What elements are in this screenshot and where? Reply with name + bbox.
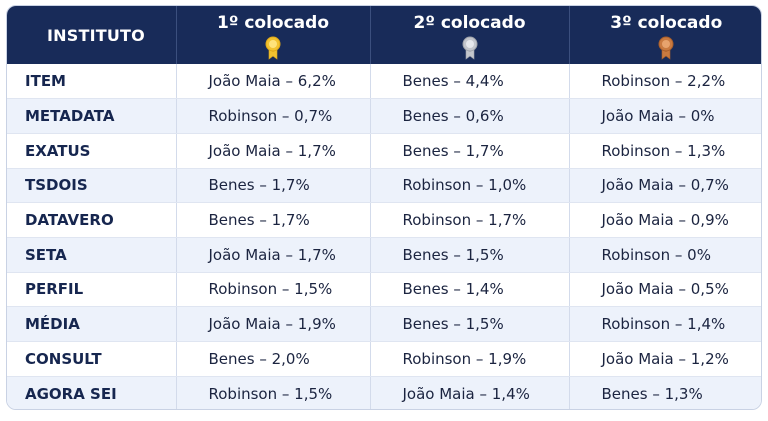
table-row: DATAVERO Benes – 1,7% Robinson – 1,7% Jo… [7,202,761,238]
table-row: EXATUS João Maia – 1,7% Benes – 1,7% Rob… [7,133,761,169]
table-row: MÉDIA João Maia – 1,9% Benes – 1,5% Robi… [7,306,761,342]
third-place-cell: Robinson – 0% [569,237,761,273]
header-institute: INSTITUTO [7,6,177,64]
institute-name: AGORA SEI [7,376,177,409]
first-place-cell: Robinson – 0,7% [176,98,371,134]
table-row: AGORA SEI Robinson – 1,5% João Maia – 1,… [7,376,761,409]
header-third-place: 3º colocado [569,6,761,64]
first-place-cell: Benes – 1,7% [176,168,371,204]
second-place-cell: Robinson – 1,7% [370,202,570,238]
institute-name: SETA [7,237,177,273]
bronze-medal-icon [658,36,674,60]
institute-name: CONSULT [7,341,177,377]
header-third-place-label: 3º colocado [610,12,723,33]
table-row: SETA João Maia – 1,7% Benes – 1,5% Robin… [7,237,761,273]
third-place-cell: Robinson – 2,2% [569,64,761,100]
third-place-cell: João Maia – 0,5% [569,272,761,308]
second-place-cell: João Maia – 1,4% [370,376,570,409]
gold-medal-icon [265,36,281,60]
second-place-cell: Benes – 0,6% [370,98,570,134]
institute-name: TSDOIS [7,168,177,204]
institute-name: PERFIL [7,272,177,308]
second-place-cell: Robinson – 1,9% [370,341,570,377]
third-place-cell: João Maia – 0,7% [569,168,761,204]
first-place-cell: João Maia – 1,7% [176,237,371,273]
third-place-cell: Robinson – 1,4% [569,306,761,342]
institute-name: EXATUS [7,133,177,169]
header-second-place: 2º colocado [370,6,570,64]
institute-name: ITEM [7,64,177,100]
table-row: METADATA Robinson – 0,7% Benes – 0,6% Jo… [7,98,761,134]
header-second-place-label: 2º colocado [413,12,526,33]
first-place-cell: Robinson – 1,5% [176,376,371,409]
ranking-table-container: INSTITUTO 1º colocado 2º colocado [6,5,762,410]
first-place-cell: João Maia – 1,9% [176,306,371,342]
header-first-place: 1º colocado [176,6,371,64]
table-row: CONSULT Benes – 2,0% Robinson – 1,9% Joã… [7,341,761,377]
third-place-cell: João Maia – 0% [569,98,761,134]
second-place-cell: Benes – 1,5% [370,237,570,273]
first-place-cell: João Maia – 6,2% [176,64,371,100]
second-place-cell: Benes – 1,7% [370,133,570,169]
institute-name: MÉDIA [7,306,177,342]
third-place-cell: João Maia – 1,2% [569,341,761,377]
second-place-cell: Benes – 4,4% [370,64,570,100]
table-row: TSDOIS Benes – 1,7% Robinson – 1,0% João… [7,168,761,204]
second-place-cell: Robinson – 1,0% [370,168,570,204]
institute-name: DATAVERO [7,202,177,238]
first-place-cell: Benes – 2,0% [176,341,371,377]
institute-name: METADATA [7,98,177,134]
first-place-cell: Robinson – 1,5% [176,272,371,308]
second-place-cell: Benes – 1,5% [370,306,570,342]
first-place-cell: João Maia – 1,7% [176,133,371,169]
table-row: ITEM João Maia – 6,2% Benes – 4,4% Robin… [7,64,761,100]
header-first-place-label: 1º colocado [217,12,329,33]
third-place-cell: Benes – 1,3% [569,376,761,409]
third-place-cell: João Maia – 0,9% [569,202,761,238]
first-place-cell: Benes – 1,7% [176,202,371,238]
second-place-cell: Benes – 1,4% [370,272,570,308]
table-row: PERFIL Robinson – 1,5% Benes – 1,4% João… [7,272,761,308]
ranking-table: INSTITUTO 1º colocado 2º colocado [7,6,761,409]
third-place-cell: Robinson – 1,3% [569,133,761,169]
table-header-row: INSTITUTO 1º colocado 2º colocado [7,6,761,64]
silver-medal-icon [462,36,477,60]
